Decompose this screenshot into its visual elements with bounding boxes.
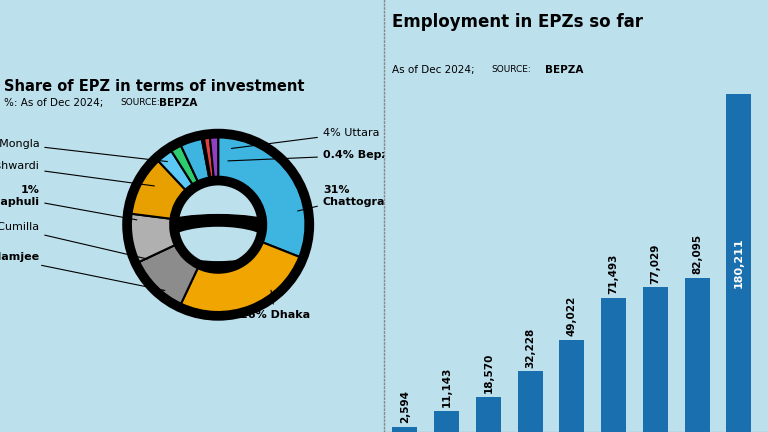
Wedge shape: [181, 242, 300, 312]
Bar: [559, 340, 584, 432]
Wedge shape: [131, 214, 175, 262]
Text: BEPZA: BEPZA: [545, 65, 584, 75]
Text: 180,211: 180,211: [733, 238, 743, 288]
Wedge shape: [158, 151, 193, 190]
Wedge shape: [210, 137, 218, 177]
Wedge shape: [181, 139, 209, 181]
Text: 2,594: 2,594: [400, 391, 410, 423]
Bar: [643, 287, 668, 432]
Bar: [392, 427, 417, 432]
Text: % Ishwardi: % Ishwardi: [0, 161, 154, 186]
Text: SOURCE:: SOURCE:: [121, 98, 161, 107]
Bar: [601, 298, 626, 432]
Wedge shape: [204, 138, 214, 178]
Text: 18,570: 18,570: [483, 353, 493, 394]
Ellipse shape: [169, 228, 267, 260]
Text: As of Dec 2024;: As of Dec 2024;: [392, 65, 478, 75]
Text: % Cumilla: % Cumilla: [0, 222, 147, 259]
Text: 1% Adamjee: 1% Adamjee: [0, 252, 165, 290]
Bar: [727, 93, 751, 432]
Ellipse shape: [167, 228, 270, 260]
Wedge shape: [139, 245, 197, 304]
Wedge shape: [218, 137, 306, 257]
Wedge shape: [131, 161, 185, 219]
Text: 49,022: 49,022: [567, 296, 577, 336]
Text: 1%
Karnaphuli: 1% Karnaphuli: [0, 185, 137, 220]
Bar: [476, 397, 501, 432]
Text: % Mongla: % Mongla: [0, 139, 167, 162]
Text: SOURCE:: SOURCE:: [492, 65, 531, 74]
Text: 82,095: 82,095: [692, 234, 702, 274]
Text: 32,228: 32,228: [525, 327, 535, 368]
Bar: [518, 372, 543, 432]
Bar: [684, 278, 710, 432]
Text: Share of EPZ in terms of investment: Share of EPZ in terms of investment: [5, 79, 305, 94]
Text: 4% Uttara: 4% Uttara: [231, 128, 379, 149]
Text: 26% Dhaka: 26% Dhaka: [240, 290, 310, 320]
Text: %: As of Dec 2024;: %: As of Dec 2024;: [5, 98, 107, 108]
Text: 11,143: 11,143: [442, 367, 452, 407]
Text: 31%
Chattogram: 31% Chattogram: [298, 185, 397, 211]
Ellipse shape: [129, 216, 307, 273]
Wedge shape: [171, 146, 197, 184]
Text: BEPZA: BEPZA: [159, 98, 197, 108]
Text: 77,029: 77,029: [650, 243, 660, 283]
Text: Employment in EPZs so far: Employment in EPZs so far: [392, 13, 643, 31]
Wedge shape: [202, 139, 210, 178]
Bar: [434, 411, 459, 432]
Ellipse shape: [127, 215, 310, 273]
Text: 0.4% Bepza EZ: 0.4% Bepza EZ: [228, 150, 415, 161]
Text: 71,493: 71,493: [608, 254, 618, 294]
